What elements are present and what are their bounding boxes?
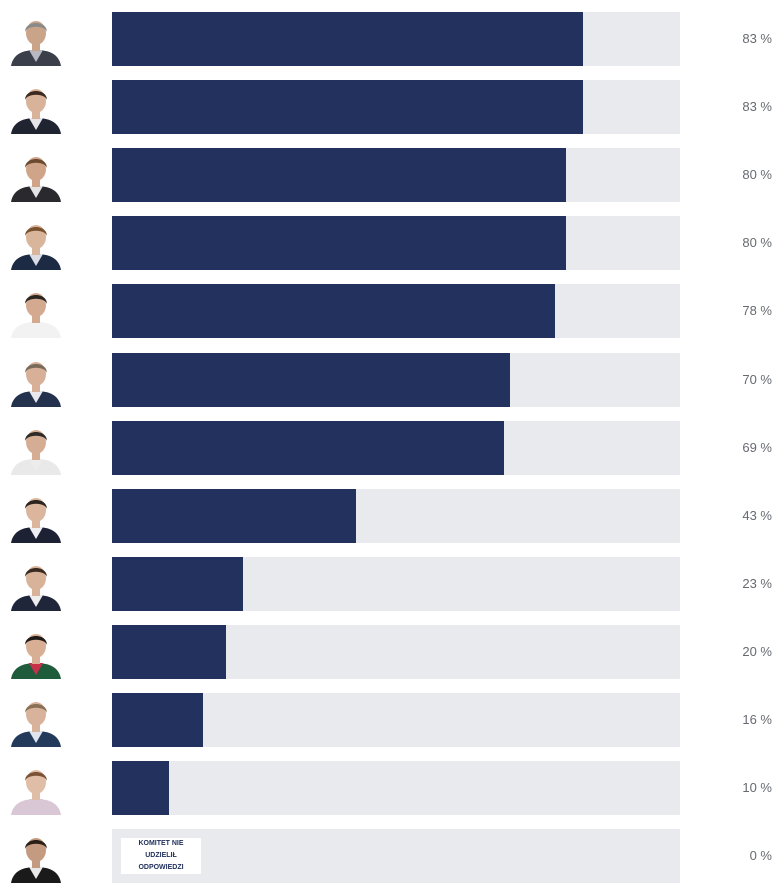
result-percent-label: 23 % xyxy=(742,576,772,591)
result-bar-track xyxy=(112,284,680,338)
result-bar-track xyxy=(112,353,680,407)
result-percent-label: 43 % xyxy=(742,508,772,523)
result-percent-label: 16 % xyxy=(742,712,772,727)
candidate-avatar xyxy=(9,216,63,270)
result-bar-track xyxy=(112,557,680,611)
candidate-avatar xyxy=(9,421,63,475)
result-percent-label: 83 % xyxy=(742,31,772,46)
result-bar-track: KOMITET NIE UDZIELIŁ ODPOWIEDZI xyxy=(112,829,680,883)
candidate-avatar xyxy=(9,80,63,134)
portrait-icon xyxy=(11,430,61,475)
result-bar-track xyxy=(112,625,680,679)
portrait-icon xyxy=(11,498,61,543)
result-percent-label: 70 % xyxy=(742,372,772,387)
candidate-avatar xyxy=(9,693,63,747)
result-bar-fill xyxy=(112,80,583,134)
result-bar-fill xyxy=(112,353,510,407)
candidate-avatar xyxy=(9,761,63,815)
result-bar-fill xyxy=(112,216,566,270)
result-percent-label: 69 % xyxy=(742,440,772,455)
portrait-icon xyxy=(11,770,61,815)
result-row: 16 % xyxy=(0,693,781,747)
candidate-avatar xyxy=(9,625,63,679)
candidate-avatar xyxy=(9,489,63,543)
candidate-avatar xyxy=(9,284,63,338)
result-percent-label: 80 % xyxy=(742,235,772,250)
result-bar-fill xyxy=(112,148,566,202)
result-percent-label: 20 % xyxy=(742,644,772,659)
result-percent-label: 80 % xyxy=(742,167,772,182)
result-bar-fill xyxy=(112,761,169,815)
portrait-icon xyxy=(11,89,61,134)
result-bar-track xyxy=(112,148,680,202)
result-bar-track xyxy=(112,761,680,815)
result-row: 23 % xyxy=(0,557,781,611)
result-bar-fill xyxy=(112,284,555,338)
candidate-avatar xyxy=(9,148,63,202)
result-row: 78 % xyxy=(0,284,781,338)
result-bar-track xyxy=(112,693,680,747)
result-bar-fill xyxy=(112,421,504,475)
candidate-avatar xyxy=(9,829,63,883)
portrait-icon xyxy=(11,838,61,883)
result-row: 10 % xyxy=(0,761,781,815)
result-bar-fill xyxy=(112,625,226,679)
result-percent-label: 10 % xyxy=(742,780,772,795)
portrait-icon xyxy=(11,362,61,407)
portrait-icon xyxy=(11,21,61,66)
result-bar-track xyxy=(112,216,680,270)
result-row: 83 % xyxy=(0,80,781,134)
portrait-icon xyxy=(11,566,61,611)
portrait-icon xyxy=(11,702,61,747)
result-bar-fill xyxy=(112,557,243,611)
result-row: 80 % xyxy=(0,148,781,202)
result-row: 69 % xyxy=(0,421,781,475)
result-bar-track xyxy=(112,421,680,475)
result-bar-track xyxy=(112,489,680,543)
result-bar-track xyxy=(112,80,680,134)
result-row: 83 % xyxy=(0,12,781,66)
portrait-icon xyxy=(11,225,61,270)
portrait-icon xyxy=(11,293,61,338)
result-row: KOMITET NIE UDZIELIŁ ODPOWIEDZI 0 % xyxy=(0,829,781,883)
portrait-icon xyxy=(11,634,61,679)
candidate-avatar xyxy=(9,557,63,611)
result-row: 43 % xyxy=(0,489,781,543)
no-answer-badge: KOMITET NIE UDZIELIŁ ODPOWIEDZI xyxy=(121,838,201,874)
result-row: 70 % xyxy=(0,353,781,407)
result-bar-fill xyxy=(112,693,203,747)
result-bar-fill xyxy=(112,489,356,543)
result-percent-label: 0 % xyxy=(749,848,772,863)
result-bar-track xyxy=(112,12,680,66)
candidate-avatar xyxy=(9,353,63,407)
result-row: 20 % xyxy=(0,625,781,679)
candidate-avatar xyxy=(9,12,63,66)
result-bar-fill xyxy=(112,12,583,66)
result-percent-label: 78 % xyxy=(742,303,772,318)
portrait-icon xyxy=(11,157,61,202)
result-row: 80 % xyxy=(0,216,781,270)
result-percent-label: 83 % xyxy=(742,99,772,114)
